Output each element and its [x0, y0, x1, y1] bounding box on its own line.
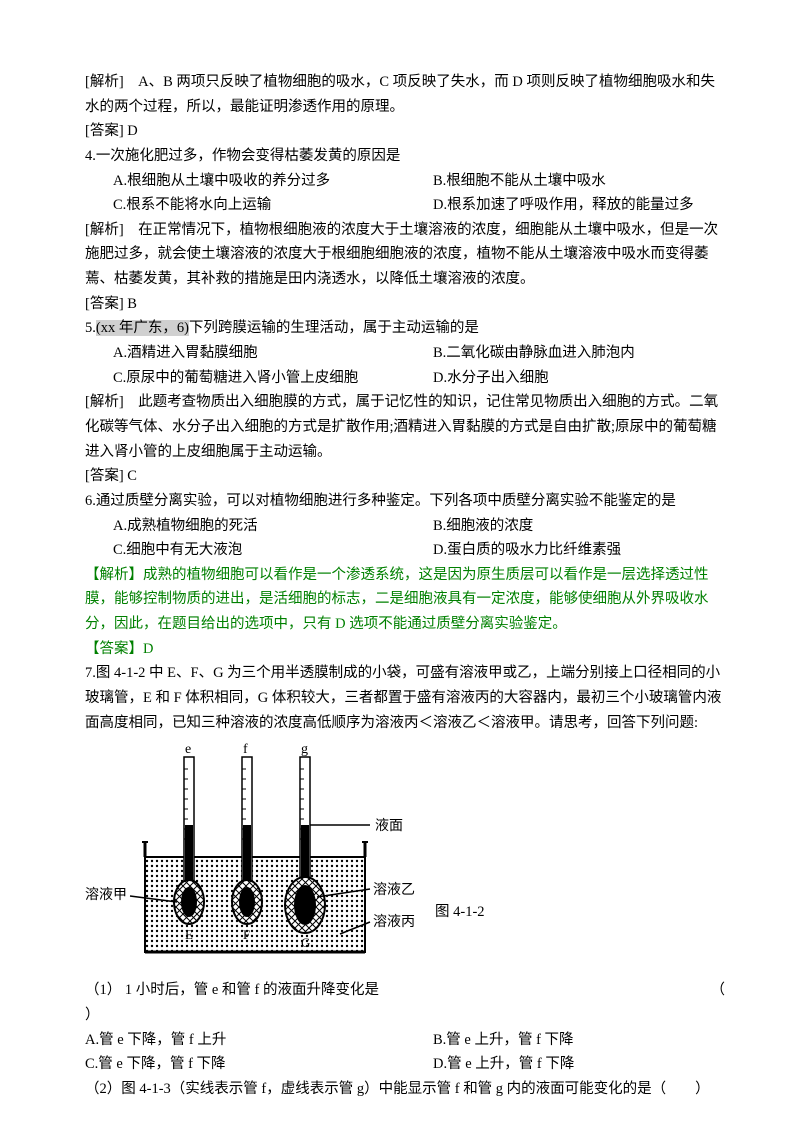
svg-text:溶液乙: 溶液乙: [373, 882, 415, 898]
q5-answer: [答案] C: [85, 464, 725, 489]
q7-sub1-optB: B.管 e 上升，管 f 下降: [405, 1028, 725, 1053]
q6-options: A.成熟植物细胞的死活 B.细胞液的浓度 C.细胞中有无大液泡 D.蛋白质的吸水…: [85, 514, 725, 563]
q6-optD: D.蛋白质的吸水力比纤维素强: [405, 538, 725, 563]
svg-text:溶液丙: 溶液丙: [373, 914, 415, 930]
svg-text:F: F: [243, 927, 250, 942]
q5-stem-prefix: 5.: [85, 320, 96, 336]
q5-optB: B.二氧化碳由静脉血进入肺泡内: [405, 341, 725, 366]
svg-text:溶液甲: 溶液甲: [85, 887, 127, 903]
q4-optB: B.根细胞不能从土壤中吸水: [405, 169, 725, 194]
svg-text:g: g: [301, 742, 308, 757]
q7-sub1-right2: ）: [85, 1003, 725, 1028]
q7-sub2-q: （2）图 4-1-3（实线表示管 f，虚线表示管 g）中能显示管 f 和管 g …: [85, 1077, 725, 1102]
q6-optA: A.成熟植物细胞的死活: [85, 514, 405, 539]
svg-text:G: G: [301, 935, 310, 950]
svg-text:e: e: [185, 742, 191, 757]
q6-stem: 6.通过质壁分离实验，可以对植物细胞进行多种鉴定。下列各项中质壁分离实验不能鉴定…: [85, 489, 725, 514]
q4-analysis: [解析] 在正常情况下，植物根细胞液的浓度大于土壤溶液的浓度，细胞能从土壤中吸水…: [85, 218, 725, 292]
q5-optC: C.原尿中的葡萄糖进入肾小管上皮细胞: [85, 366, 405, 391]
q4-answer: [答案] B: [85, 292, 725, 317]
q5-optD: D.水分子出入细胞: [405, 366, 725, 391]
q7-diagram: E F G e f g: [85, 739, 420, 974]
q6-answer: 【答案】D: [85, 637, 725, 662]
q6-analysis: 【解析】成熟的植物细胞可以看作是一个渗透系统，这是因为原生质层可以看作是一层选择…: [85, 563, 725, 637]
q7-sub1-options: A.管 e 下降，管 f 上升 B.管 e 上升，管 f 下降 C.管 e 下降…: [85, 1028, 725, 1077]
q4-optC: C.根系不能将水向上运输: [85, 193, 405, 218]
q6-optC: C.细胞中有无大液泡: [85, 538, 405, 563]
q7-sub1-right: （: [711, 978, 726, 1003]
q7-stem: 7.图 4-1-2 中 E、F、G 为三个用半透膜制成的小袋，可盛有溶液甲或乙，…: [85, 661, 725, 735]
q4-options: A.根细胞从土壤中吸收的养分过多 B.根细胞不能从土壤中吸水 C.根系不能将水向…: [85, 169, 725, 218]
q7-fig-label: 图 4-1-2: [435, 900, 485, 925]
q3-analysis: [解析] A、B 两项只反映了植物细胞的吸水，C 项反映了失水，而 D 项则反映…: [85, 70, 725, 119]
q7-sub1-optD: D.管 e 上升，管 f 下降: [405, 1052, 725, 1077]
q5-stem: 5.(xx 年广东，6)下列跨膜运输的生理活动，属于主动运输的是: [85, 316, 725, 341]
q5-optA: A.酒精进入胃黏膜细胞: [85, 341, 405, 366]
q4-optA: A.根细胞从土壤中吸收的养分过多: [85, 169, 405, 194]
q5-analysis: [解析] 此题考查物质出入细胞膜的方式，属于记忆性的知识，记住常见物质出入细胞的…: [85, 390, 725, 464]
q7-sub1-q: （1） 1 小时后，管 e 和管 f 的液面升降变化是 （: [85, 978, 725, 1003]
q3-answer: [答案] D: [85, 119, 725, 144]
q4-stem: 4.一次施化肥过多，作物会变得枯萎发黄的原因是: [85, 144, 725, 169]
q7-sub1-optC: C.管 e 下降，管 f 下降: [85, 1052, 405, 1077]
q7-sub1-left: （1） 1 小时后，管 e 和管 f 的液面升降变化是: [85, 978, 379, 1003]
q5-stem-suffix: 下列跨膜运输的生理活动，属于主动运输的是: [189, 320, 479, 336]
svg-text:液面: 液面: [375, 818, 403, 834]
q5-stem-highlight: (xx 年广东，6): [96, 320, 189, 336]
q7-sub1-optA: A.管 e 下降，管 f 上升: [85, 1028, 405, 1053]
q5-options: A.酒精进入胃黏膜细胞 B.二氧化碳由静脉血进入肺泡内 C.原尿中的葡萄糖进入肾…: [85, 341, 725, 390]
q4-optD: D.根系加速了呼吸作用，释放的能量过多: [405, 193, 725, 218]
q6-optB: B.细胞液的浓度: [405, 514, 725, 539]
svg-text:E: E: [185, 927, 193, 942]
svg-text:f: f: [243, 742, 248, 757]
